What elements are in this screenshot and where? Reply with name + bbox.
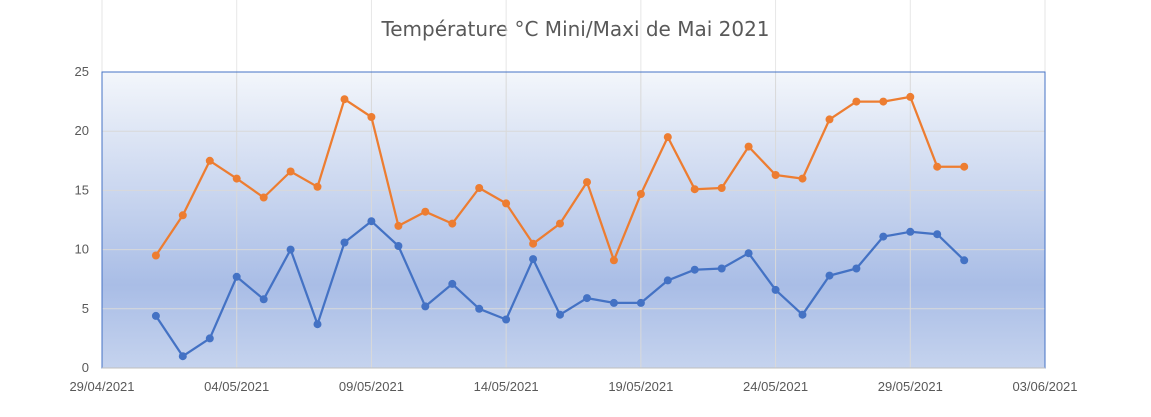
data-point xyxy=(502,199,511,208)
data-point xyxy=(744,142,753,151)
data-point xyxy=(151,251,160,260)
data-point xyxy=(475,184,484,192)
data-point xyxy=(663,276,672,285)
data-point xyxy=(151,311,160,320)
data-point xyxy=(205,156,214,165)
data-point xyxy=(259,193,268,202)
data-point xyxy=(852,97,861,106)
data-point xyxy=(178,211,187,220)
y-tick-label: 25 xyxy=(75,64,89,79)
x-tick-label: 29/04/2021 xyxy=(69,379,134,394)
data-point xyxy=(583,178,591,187)
data-point xyxy=(583,294,591,303)
data-point xyxy=(960,162,969,171)
data-point xyxy=(232,174,241,183)
data-point xyxy=(717,184,726,192)
data-point xyxy=(529,239,538,248)
data-point xyxy=(744,249,753,258)
data-point xyxy=(394,221,403,230)
data-point xyxy=(852,264,861,273)
data-point xyxy=(825,115,834,124)
data-point xyxy=(771,171,780,179)
plot-area xyxy=(102,72,1045,368)
data-point xyxy=(609,256,618,265)
x-tick-label: 09/05/2021 xyxy=(339,379,404,394)
y-tick-label: 5 xyxy=(82,301,89,316)
data-point xyxy=(448,279,457,288)
data-point xyxy=(421,207,430,216)
data-point xyxy=(205,334,214,343)
data-point xyxy=(933,162,942,171)
x-tick-label: 03/06/2021 xyxy=(1012,379,1077,394)
data-point xyxy=(609,298,618,307)
data-point xyxy=(313,182,322,191)
data-point xyxy=(340,238,349,247)
data-point xyxy=(798,174,807,183)
data-point xyxy=(798,310,807,319)
data-point xyxy=(178,352,187,361)
data-point xyxy=(556,219,564,228)
x-tick-label: 29/05/2021 xyxy=(878,379,943,394)
y-tick-label: 20 xyxy=(75,123,89,138)
data-point xyxy=(663,133,672,142)
y-tick-label: 15 xyxy=(75,182,89,197)
data-point xyxy=(340,95,349,104)
data-point xyxy=(960,256,969,265)
data-point xyxy=(717,264,726,273)
data-point xyxy=(771,285,780,294)
y-tick-label: 10 xyxy=(75,242,89,257)
data-point xyxy=(825,271,834,280)
data-point xyxy=(313,320,322,329)
y-tick-label: 0 xyxy=(82,360,89,375)
data-point xyxy=(448,219,457,228)
data-point xyxy=(367,217,376,226)
x-tick-label: 14/05/2021 xyxy=(474,379,539,394)
data-point xyxy=(636,298,645,307)
data-point xyxy=(259,295,268,304)
x-tick-label: 24/05/2021 xyxy=(743,379,808,394)
x-tick-label: 04/05/2021 xyxy=(204,379,269,394)
data-point xyxy=(556,310,564,319)
data-point xyxy=(636,190,645,198)
data-point xyxy=(232,272,241,281)
data-point xyxy=(906,227,915,236)
data-point xyxy=(879,97,888,106)
data-point xyxy=(690,185,699,194)
data-point xyxy=(879,232,888,241)
x-tick-label: 19/05/2021 xyxy=(608,379,673,394)
data-point xyxy=(933,230,942,239)
data-point xyxy=(690,265,699,274)
data-point xyxy=(529,255,538,264)
data-point xyxy=(502,315,511,324)
data-point xyxy=(286,245,295,254)
data-point xyxy=(394,242,403,250)
data-point xyxy=(906,92,915,101)
data-point xyxy=(475,304,484,313)
data-point xyxy=(367,113,376,121)
data-point xyxy=(421,302,430,311)
chart-title: Température °C Mini/Maxi de Mai 2021 xyxy=(381,17,770,41)
data-point xyxy=(286,167,295,176)
